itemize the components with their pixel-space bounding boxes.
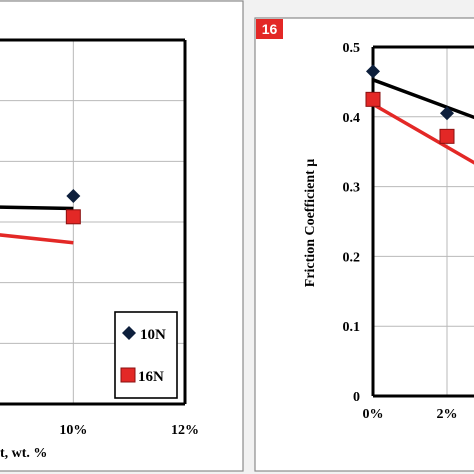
y-tick-label: 0.3 [343, 181, 361, 196]
legend: 10N 16N [114, 311, 178, 399]
y-tick-label: 0 [353, 390, 360, 405]
right-y-axis-title: Friction Coefficient μ [303, 159, 318, 288]
trendline-10n [0, 205, 74, 211]
panel-badge-label: 16 [262, 21, 278, 37]
legend-marker-16n [120, 367, 136, 383]
x-tick-label: 12% [171, 423, 199, 438]
legend-label-10n: 10N [140, 327, 166, 343]
panel-badge [256, 19, 283, 39]
data-point-10n [366, 64, 380, 79]
data-point-10n [440, 106, 454, 121]
data-point-16n [365, 91, 381, 107]
data-point-10n [66, 189, 81, 203]
x-tick-label: 10% [59, 423, 87, 438]
y-tick-label: 0.2 [343, 250, 361, 265]
trendline-10n [372, 78, 474, 120]
y-tick-label: 0.1 [343, 320, 361, 335]
data-point-16n [65, 209, 81, 225]
trendline-16n [0, 233, 74, 245]
legend-label-16n: 16N [138, 369, 164, 385]
legend-marker-10n [122, 326, 136, 340]
x-tick-label: 2% [437, 407, 458, 422]
y-tick-label: 0.4 [343, 111, 361, 126]
left-x-axis-title: t, wt. % [0, 446, 47, 461]
data-point-16n [439, 128, 455, 144]
trendline-16n [372, 102, 474, 165]
x-tick-label: 0% [363, 407, 384, 422]
right-chart: 0 0.1 0.2 0.3 0.4 0.5 0% 2% [343, 41, 474, 422]
plot-area [373, 47, 474, 396]
legend-box [114, 311, 178, 399]
y-tick-label: 0.5 [343, 41, 361, 56]
